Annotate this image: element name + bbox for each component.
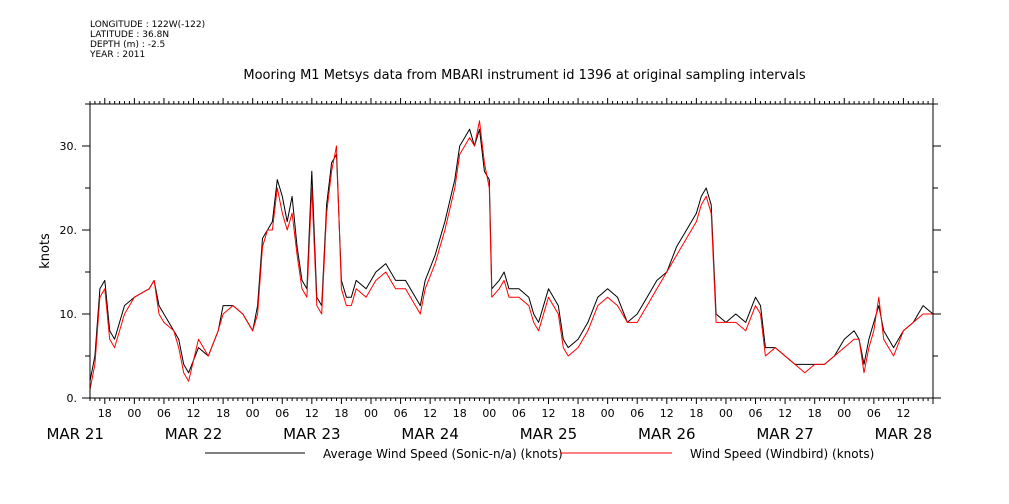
depth-line: DEPTH (m) : -2.5 (90, 40, 166, 50)
legend-label: Average Wind Speed (Sonic-n/a) (knots) (323, 447, 563, 461)
x-hour-label: 12 (187, 407, 201, 420)
x-hour-label: 00 (601, 407, 615, 420)
x-hour-label: 12 (896, 407, 910, 420)
x-hour-label: 06 (867, 407, 881, 420)
chart-title: Mooring M1 Metsys data from MBARI instru… (243, 68, 806, 83)
x-hour-label: 12 (778, 407, 792, 420)
x-hour-label: 18 (571, 407, 585, 420)
dataset-metadata: LONGITUDE : 122W(-122) LATITUDE : 36.8N … (90, 20, 205, 60)
y-tick-label: 10. (60, 308, 78, 321)
x-hour-label: 18 (689, 407, 703, 420)
x-hour-label: 12 (660, 407, 674, 420)
y-tick-label: 20. (60, 224, 78, 237)
x-hour-label: 06 (394, 407, 408, 420)
x-hour-label: 12 (305, 407, 319, 420)
tick-marks (82, 98, 941, 404)
x-day-label: MAR 25 (520, 425, 577, 443)
plot-frame (89, 103, 934, 399)
x-day-label: MAR 24 (401, 425, 458, 443)
x-hour-label: 06 (630, 407, 644, 420)
x-hour-label: 06 (749, 407, 763, 420)
latitude-line: LATITUDE : 36.8N (90, 30, 170, 40)
y-tick-label: 0. (67, 392, 78, 405)
legend-label: Wind Speed (Windbird) (knots) (690, 447, 874, 461)
series-line-windbird-wind-speed (89, 120, 933, 390)
longitude-line: LONGITUDE : 122W(-122) (90, 20, 206, 30)
y-tick-label: 30. (60, 140, 78, 153)
x-hour-label: 00 (482, 407, 496, 420)
x-hour-label: 06 (157, 407, 171, 420)
x-day-label: MAR 26 (638, 425, 695, 443)
x-day-label: MAR 23 (283, 425, 340, 443)
x-hour-label: 00 (719, 407, 733, 420)
x-hour-label: 00 (127, 407, 141, 420)
x-hour-label: 12 (423, 407, 437, 420)
x-hour-label: 18 (98, 407, 112, 420)
x-hour-label: 18 (453, 407, 467, 420)
legend: Average Wind Speed (Sonic-n/a) (knots) Wi… (205, 447, 874, 461)
x-hour-label: 06 (275, 407, 289, 420)
x-hour-label: 06 (512, 407, 526, 420)
x-hour-label: 18 (334, 407, 348, 420)
x-day-label: MAR 27 (756, 425, 813, 443)
year-line: YEAR : 2011 (90, 50, 146, 60)
x-hour-label: 00 (837, 407, 851, 420)
series-line-average-wind-speed (89, 128, 934, 382)
x-day-label: MAR 22 (165, 425, 222, 443)
axis-labels: 0. 10. 20. 30. 18 00 06 12 18 00 06 12 18 00 06 12 18 00 0… (46, 140, 932, 443)
x-day-label: MAR 21 (46, 425, 103, 443)
x-hour-label: 18 (216, 407, 230, 420)
x-hour-label: 00 (364, 407, 378, 420)
x-day-label: MAR 28 (875, 425, 932, 443)
x-hour-label: 18 (808, 407, 822, 420)
y-axis-label: knots (38, 233, 53, 269)
x-hour-label: 12 (541, 407, 555, 420)
series-lines (89, 120, 934, 390)
x-hour-label: 00 (246, 407, 260, 420)
